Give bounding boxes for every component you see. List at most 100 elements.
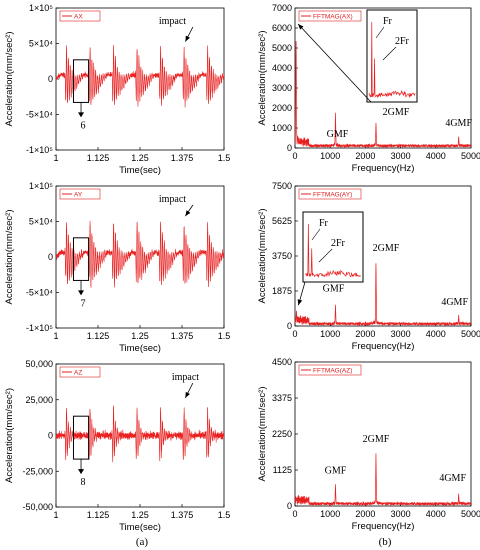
y-tick-label: 5000 — [272, 43, 292, 53]
panel-1: 1 1.125 1.25 1.375 1.5 1×10⁵ 5×10⁴ 0 -5×10⁴ -1×10… — [4, 3, 230, 176]
inset-spectrum — [368, 21, 416, 99]
zoom-label: 6 — [81, 120, 86, 131]
x-tick-label: 1.5 — [218, 331, 231, 341]
legend: FFTMAG(AZ) — [298, 364, 362, 376]
legend-box — [298, 364, 362, 376]
y-tick-label: 2000 — [272, 103, 292, 113]
x-axis-label: Time(sec) — [119, 343, 161, 354]
panel-2: 0 1000 2000 3000 4000 5000 0 1000 2000 3000 4000 50… — [257, 3, 480, 174]
y-axis-label: Acceleration(mm/sec²) — [4, 388, 15, 483]
spectrum-line — [295, 453, 471, 506]
y-tick-label: 1×10⁵ — [29, 3, 53, 13]
legend-box — [59, 366, 101, 378]
impact-label: impact — [159, 16, 186, 27]
y-tick-label: 0 — [287, 501, 292, 511]
zoom-arrowhead — [78, 469, 85, 475]
impact-label: impact — [159, 194, 186, 205]
inset-frame — [366, 9, 418, 103]
fr-pointer — [311, 228, 321, 241]
y-tick-label: 0 — [48, 431, 53, 441]
x-tick-label: 1 — [53, 510, 58, 520]
x-tick-label: 1.375 — [171, 510, 194, 520]
legend-box — [59, 188, 101, 200]
y-tick-label: 0 — [287, 321, 292, 331]
y-tick-label: -1×10⁵ — [26, 145, 53, 155]
y-tick-label: 4000 — [272, 63, 292, 73]
x-tick-label: 5000 — [461, 151, 480, 161]
y-tick-label: 2250 — [272, 429, 292, 439]
spectrum-line — [295, 263, 471, 326]
signal-line — [56, 45, 224, 108]
gmf4-label: 4GMF — [441, 297, 468, 308]
y-axis-label: Acceleration(mm/sec²) — [257, 386, 268, 481]
x-tick-label: 3000 — [391, 509, 411, 519]
y-axis-label: Acceleration(mm/sec²) — [4, 31, 15, 126]
panel-5: 1 1.125 1.25 1.375 1.5 50,000 25,000 0 -25,000 -5… — [4, 359, 230, 533]
x-tick-label: 1.125 — [87, 331, 110, 341]
impact-label: impact — [172, 372, 199, 383]
y-tick-label: 7000 — [272, 3, 292, 13]
y-tick-label: 1000 — [272, 123, 292, 133]
y-tick-label: 1125 — [273, 465, 292, 475]
y-tick-label: 50,000 — [25, 359, 53, 369]
x-tick-label: 5000 — [461, 509, 480, 519]
y-tick-label: 3750 — [272, 251, 292, 261]
gmf-label: GMF — [323, 284, 345, 295]
y-tick-label: -5×10⁴ — [26, 288, 53, 298]
x-tick-label: 1.25 — [131, 510, 149, 520]
y-axis-label: Acceleration(mm/sec²) — [257, 30, 268, 125]
y-tick-label: -25,000 — [22, 466, 53, 476]
y-tick-label: -5×10⁴ — [26, 110, 53, 120]
legend-box — [298, 188, 362, 200]
x-tick-label: 1.25 — [131, 153, 149, 163]
legend: FFTMAG(AY) — [298, 188, 362, 200]
signal-line — [56, 220, 224, 288]
gmf-label: GMF — [325, 466, 347, 477]
caption-b: (b) — [379, 536, 392, 548]
impact-arrowhead — [185, 210, 191, 217]
legend: AZ — [59, 366, 101, 378]
x-tick-label: 1 — [53, 331, 58, 341]
caption-a: (a) — [136, 536, 149, 548]
y-tick-label: 0 — [48, 252, 53, 262]
x-tick-label: 1.375 — [171, 153, 194, 163]
fr2-label: 2Fr — [331, 238, 346, 249]
x-tick-label: 1.5 — [218, 153, 231, 163]
y-axis-label: Acceleration(mm/sec²) — [4, 209, 15, 304]
inset-connector-head — [297, 299, 303, 306]
y-tick-label: 6000 — [272, 23, 292, 33]
x-tick-label: 0 — [292, 329, 297, 339]
y-tick-label: 7500 — [272, 181, 292, 191]
y-tick-label: 5×10⁴ — [29, 217, 53, 227]
x-axis-label: Frequency(Hz) — [352, 521, 415, 532]
x-tick-label: 1.5 — [218, 510, 231, 520]
x-tick-label: 1000 — [320, 151, 340, 161]
panel-4: 0 1000 2000 3000 4000 5000 0 1875 3750 5625 7500 Fr… — [257, 181, 480, 352]
zoom-label: 7 — [81, 298, 86, 309]
gmf2-label: 2GMF — [373, 243, 400, 254]
fr-label: Fr — [319, 218, 329, 229]
inset-connector — [297, 23, 372, 103]
fr-label: Fr — [383, 16, 393, 27]
x-axis-label: Frequency(Hz) — [352, 163, 415, 174]
x-axis-label: Frequency(Hz) — [352, 341, 415, 352]
y-tick-label: 3375 — [272, 393, 292, 403]
x-tick-label: 4000 — [426, 509, 446, 519]
inset-connector-head — [298, 24, 304, 30]
x-tick-label: 3000 — [391, 329, 411, 339]
x-tick-label: 0 — [292, 151, 297, 161]
x-tick-label: 1000 — [320, 509, 340, 519]
zoom-arrowhead — [78, 112, 85, 118]
x-tick-label: 1.125 — [87, 153, 110, 163]
x-tick-label: 5000 — [461, 329, 480, 339]
gmf4-label: 4GMF — [445, 118, 472, 129]
gmf-label: GMF — [327, 129, 349, 140]
impact-arrowhead — [185, 35, 190, 42]
y-tick-label: 1×10⁵ — [29, 181, 53, 191]
zoom-arrowhead — [78, 290, 85, 296]
panel-6: 0 1000 2000 3000 4000 5000 0 1125 2250 3375 4500 Fr… — [257, 357, 480, 532]
y-tick-label: 1875 — [272, 286, 292, 296]
